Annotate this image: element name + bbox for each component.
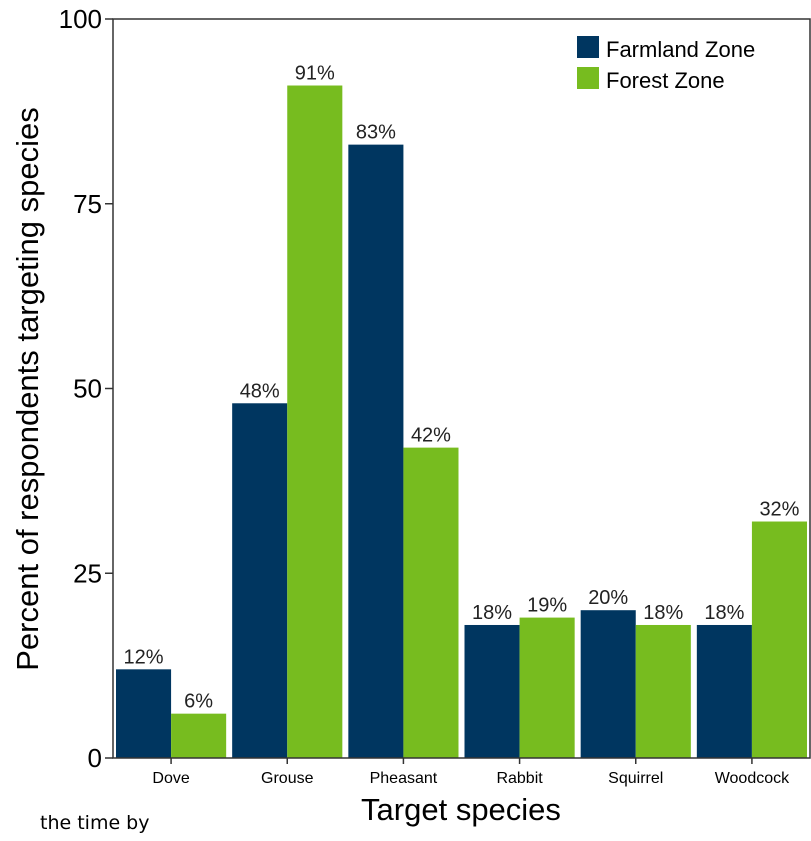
caption-text: the time by [40, 812, 150, 834]
y-tick-label: 25 [73, 558, 102, 588]
bar-woodcock-forest [751, 521, 807, 758]
y-axis-title: Percent of respondents targeting species [10, 107, 45, 671]
data-label: 6% [184, 691, 213, 713]
bar-pheasant-farmland [348, 144, 404, 758]
bar-squirrel-forest [635, 624, 691, 758]
legend-label-farmland: Farmland Zone [606, 37, 755, 62]
data-label: 32% [759, 499, 799, 521]
legend-swatch-farmland [577, 36, 599, 58]
legend-label-forest: Forest Zone [606, 68, 725, 93]
x-tick-label: Rabbit [496, 770, 543, 787]
data-label: 18% [704, 602, 744, 624]
bar-squirrel-farmland [580, 610, 636, 758]
x-axis-title: Target species [361, 792, 561, 827]
plot-border [112, 18, 811, 759]
bar-grouse-forest [287, 85, 343, 758]
bar-dove-forest [171, 713, 227, 758]
data-label: 18% [472, 602, 512, 624]
x-axis-ticks: Dove Grouse Pheasant Rabbit Squirrel Woodcock [152, 758, 790, 787]
data-label: 19% [527, 595, 567, 617]
y-tick-label: 100 [59, 4, 102, 34]
x-tick-label: Dove [152, 770, 189, 787]
bars [116, 85, 807, 758]
data-label: 48% [240, 380, 280, 402]
data-label: 42% [411, 425, 451, 447]
data-label: 20% [588, 587, 628, 609]
data-label: 91% [295, 63, 335, 85]
data-labels: 12% 6% 48% 91% 83% 42% 18% 19% 20% 18% 18% 32% [124, 63, 800, 713]
legend-swatch-forest [577, 67, 599, 89]
legend: Farmland Zone Forest Zone [577, 36, 755, 93]
x-tick-label: Squirrel [608, 770, 663, 787]
y-tick-label: 75 [73, 189, 102, 219]
bar-woodcock-farmland [696, 624, 752, 758]
bar-grouse-farmland [232, 403, 288, 758]
bar-dove-farmland [116, 669, 172, 758]
data-label: 18% [643, 602, 683, 624]
y-tick-label: 0 [88, 743, 102, 773]
data-label: 12% [124, 646, 164, 668]
bar-rabbit-farmland [464, 624, 520, 758]
bar-rabbit-forest [519, 617, 575, 758]
x-tick-label: Grouse [261, 770, 314, 787]
y-axis-ticks: 0 25 50 75 100 [59, 4, 113, 773]
x-tick-label: Pheasant [370, 770, 438, 787]
bar-pheasant-forest [403, 447, 459, 758]
y-tick-label: 50 [73, 374, 102, 404]
data-label: 83% [356, 122, 396, 144]
x-tick-label: Woodcock [715, 770, 790, 787]
